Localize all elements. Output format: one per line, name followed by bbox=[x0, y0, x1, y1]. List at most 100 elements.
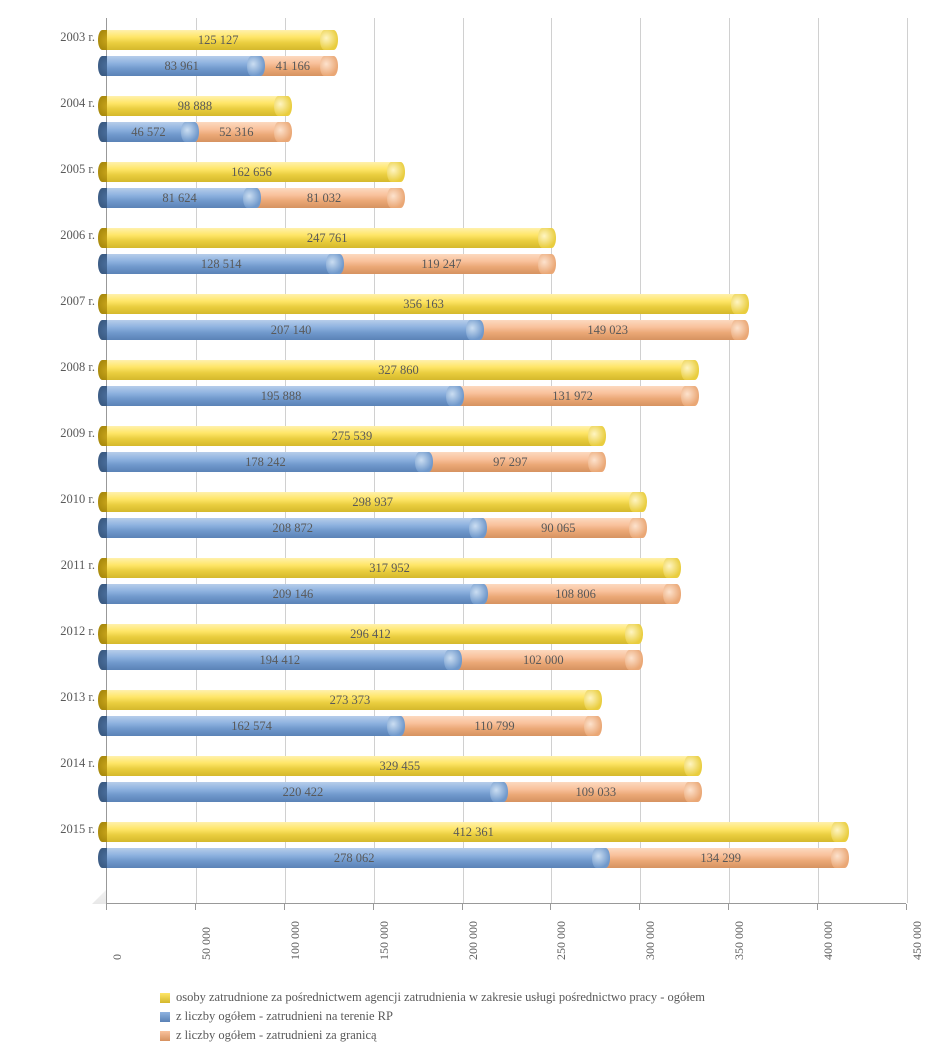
bar-abroad: 149 023 bbox=[475, 320, 740, 340]
x-tick-mark bbox=[106, 904, 107, 910]
value-abroad: 81 032 bbox=[307, 191, 341, 206]
value-total: 275 539 bbox=[332, 429, 373, 444]
legend-swatch-blue bbox=[160, 1012, 170, 1022]
bar-row-breakdown: 81 624 81 032 bbox=[107, 188, 396, 208]
bar-total: 298 937 bbox=[107, 492, 638, 512]
value-poland: 208 872 bbox=[272, 521, 313, 536]
legend-item-total: osoby zatrudnione za pośrednictwem agenc… bbox=[160, 990, 860, 1005]
value-poland: 207 140 bbox=[271, 323, 312, 338]
value-abroad: 41 166 bbox=[276, 59, 310, 74]
value-abroad: 149 023 bbox=[587, 323, 628, 338]
bar-row-total: 327 860 bbox=[107, 360, 690, 380]
value-total: 247 761 bbox=[307, 231, 348, 246]
x-tick-label: 150 000 bbox=[377, 921, 392, 960]
bar-poland: 278 062 bbox=[107, 848, 601, 868]
legend-text-total: osoby zatrudnione za pośrednictwem agenc… bbox=[176, 990, 705, 1005]
value-poland: 209 146 bbox=[273, 587, 314, 602]
value-poland: 46 572 bbox=[131, 125, 165, 140]
bar-poland: 195 888 bbox=[107, 386, 455, 406]
year-label: 2015 r. bbox=[35, 822, 95, 837]
value-total: 298 937 bbox=[352, 495, 393, 510]
value-poland: 83 961 bbox=[164, 59, 198, 74]
year-group: 2008 r.327 860195 888131 972 bbox=[107, 356, 906, 418]
plot-area: 2003 r.125 12783 96141 1662004 r.98 8884… bbox=[106, 18, 906, 904]
year-label: 2007 r. bbox=[35, 294, 95, 309]
year-group: 2006 r.247 761128 514119 247 bbox=[107, 224, 906, 286]
year-label: 2008 r. bbox=[35, 360, 95, 375]
bar-poland: 220 422 bbox=[107, 782, 499, 802]
bar-total: 412 361 bbox=[107, 822, 840, 842]
bar-row-total: 317 952 bbox=[107, 558, 672, 578]
bar-poland: 209 146 bbox=[107, 584, 479, 604]
x-tick-mark bbox=[284, 904, 285, 910]
bar-total: 356 163 bbox=[107, 294, 740, 314]
year-label: 2014 r. bbox=[35, 756, 95, 771]
bar-abroad: 131 972 bbox=[455, 386, 690, 406]
chart-legend: osoby zatrudnione za pośrednictwem agenc… bbox=[160, 990, 860, 1047]
x-tick-mark bbox=[195, 904, 196, 910]
value-poland: 195 888 bbox=[261, 389, 302, 404]
bar-row-total: 247 761 bbox=[107, 228, 547, 248]
x-tick-mark bbox=[817, 904, 818, 910]
year-group: 2012 r.296 412194 412102 000 bbox=[107, 620, 906, 682]
x-tick-label: 350 000 bbox=[732, 921, 747, 960]
bar-total: 125 127 bbox=[107, 30, 329, 50]
year-label: 2013 r. bbox=[35, 690, 95, 705]
year-label: 2004 r. bbox=[35, 96, 95, 111]
value-total: 273 373 bbox=[330, 693, 371, 708]
bar-row-breakdown: 83 961 41 166 bbox=[107, 56, 329, 76]
value-abroad: 108 806 bbox=[555, 587, 596, 602]
legend-text-poland: z liczby ogółem - zatrudnieni na terenie… bbox=[176, 1009, 393, 1024]
year-group: 2003 r.125 12783 96141 166 bbox=[107, 26, 906, 88]
x-tick-mark bbox=[906, 904, 907, 910]
legend-text-abroad: z liczby ogółem - zatrudnieni za granicą bbox=[176, 1028, 377, 1043]
year-group: 2014 r.329 455220 422109 033 bbox=[107, 752, 906, 814]
bar-row-breakdown: 195 888 131 972 bbox=[107, 386, 690, 406]
value-total: 327 860 bbox=[378, 363, 419, 378]
value-total: 98 888 bbox=[178, 99, 212, 114]
bar-total: 317 952 bbox=[107, 558, 672, 578]
bar-abroad: 90 065 bbox=[478, 518, 638, 538]
bar-row-total: 329 455 bbox=[107, 756, 693, 776]
value-poland: 162 574 bbox=[231, 719, 272, 734]
value-poland: 128 514 bbox=[201, 257, 242, 272]
bar-poland: 162 574 bbox=[107, 716, 396, 736]
x-tick-mark bbox=[639, 904, 640, 910]
value-total: 296 412 bbox=[350, 627, 391, 642]
bar-abroad: 41 166 bbox=[256, 56, 329, 76]
year-label: 2009 r. bbox=[35, 426, 95, 441]
year-group: 2010 r.298 937208 87290 065 bbox=[107, 488, 906, 550]
bar-row-total: 296 412 bbox=[107, 624, 634, 644]
bar-poland: 81 624 bbox=[107, 188, 252, 208]
x-tick-mark bbox=[550, 904, 551, 910]
x-tick-label: 50 000 bbox=[199, 927, 214, 960]
bar-abroad: 134 299 bbox=[601, 848, 840, 868]
bar-row-total: 412 361 bbox=[107, 822, 840, 842]
bar-abroad: 109 033 bbox=[499, 782, 693, 802]
year-label: 2012 r. bbox=[35, 624, 95, 639]
year-label: 2011 r. bbox=[35, 558, 95, 573]
value-total: 356 163 bbox=[403, 297, 444, 312]
bar-total: 247 761 bbox=[107, 228, 547, 248]
value-poland: 194 412 bbox=[259, 653, 300, 668]
year-label: 2005 r. bbox=[35, 162, 95, 177]
bar-row-breakdown: 220 422109 033 bbox=[107, 782, 693, 802]
bar-row-total: 356 163 bbox=[107, 294, 740, 314]
x-axis-ticks: 050 000100 000150 000200 000250 000300 0… bbox=[106, 910, 906, 970]
year-label: 2010 r. bbox=[35, 492, 95, 507]
bar-poland: 46 572 bbox=[107, 122, 190, 142]
bar-row-total: 275 539 bbox=[107, 426, 597, 446]
legend-swatch-yellow bbox=[160, 993, 170, 1003]
legend-item-abroad: z liczby ogółem - zatrudnieni za granicą bbox=[160, 1028, 860, 1043]
bar-row-breakdown: 194 412 102 000 bbox=[107, 650, 634, 670]
value-poland: 81 624 bbox=[162, 191, 196, 206]
x-tick-label: 200 000 bbox=[466, 921, 481, 960]
year-group: 2005 r.162 65681 62481 032 bbox=[107, 158, 906, 220]
bar-abroad: 102 000 bbox=[453, 650, 634, 670]
gridline bbox=[907, 18, 908, 903]
bar-abroad: 108 806 bbox=[479, 584, 672, 604]
value-total: 162 656 bbox=[231, 165, 272, 180]
x-tick-mark bbox=[373, 904, 374, 910]
bar-row-breakdown: 207 140 149 023 bbox=[107, 320, 740, 340]
year-group: 2009 r.275 539178 24297 297 bbox=[107, 422, 906, 484]
